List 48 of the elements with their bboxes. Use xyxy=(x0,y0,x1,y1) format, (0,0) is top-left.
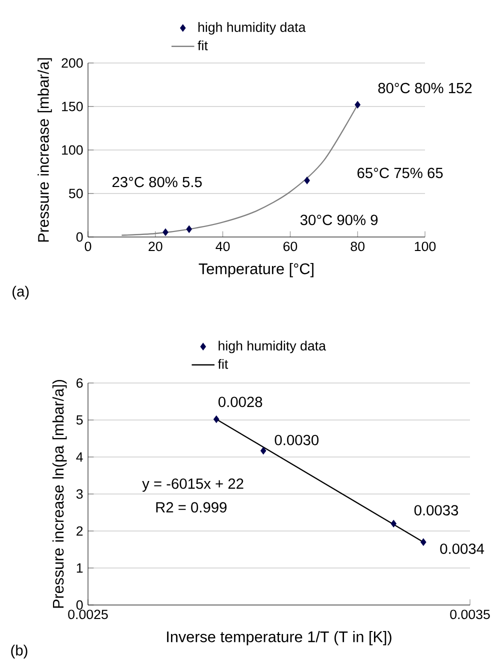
x-tick-label: 0.0035 xyxy=(450,610,490,620)
y-tick-label: 150 xyxy=(62,102,83,112)
x-axis-title: Inverse temperature 1/T (T in [K]) xyxy=(167,630,392,646)
legend-label: high humidity data xyxy=(198,22,306,35)
y-axis-title: Pressure increase [mbar/a] xyxy=(38,58,52,242)
point xyxy=(420,538,426,546)
annotation: 0.0033 xyxy=(414,505,458,516)
x-tick-label: 40 xyxy=(216,242,230,252)
y-tick-label: 3 xyxy=(76,489,83,499)
legend-label: fit xyxy=(198,40,208,50)
annotation: 65°C 75% 65 xyxy=(358,168,443,178)
legend-label: fit xyxy=(218,359,228,369)
y-tick-label: 50 xyxy=(69,188,83,198)
legend-label: high humidity data xyxy=(218,340,326,354)
x-tick-label: 0.0025 xyxy=(68,610,108,620)
annotation: y = -6015x + 22 xyxy=(142,478,244,492)
y-tick-label: 0 xyxy=(76,600,83,610)
annotation: 30°C 90% 9 xyxy=(300,214,378,226)
point xyxy=(162,228,168,236)
annotation: 0.0028 xyxy=(218,396,262,408)
y-tick-label: 1 xyxy=(76,563,83,573)
point xyxy=(390,520,396,528)
text: (b) xyxy=(11,644,28,658)
x-axis-title: Temperature [°C] xyxy=(198,262,314,278)
annotation: 0.0030 xyxy=(274,434,319,446)
annotation: R2 = 0.999 xyxy=(156,502,227,513)
annotation: 80°C 80% 152 xyxy=(378,82,472,94)
point xyxy=(186,225,192,233)
x-tick-label: 100 xyxy=(414,242,436,252)
annotation: 0.0034 xyxy=(440,544,484,554)
point xyxy=(260,446,266,454)
point xyxy=(213,416,220,423)
x-tick-label: 80 xyxy=(350,242,364,252)
annotation: 23°C 80% 5.5 xyxy=(112,176,202,188)
point xyxy=(354,101,360,108)
x-tick-label: 60 xyxy=(283,242,298,252)
y-tick-label: 2 xyxy=(76,526,83,536)
y-tick-label: 200 xyxy=(62,58,83,68)
y-tick-label: 0 xyxy=(76,232,83,242)
point xyxy=(304,176,310,184)
x-tick-label: 0 xyxy=(84,242,92,252)
text: (a) xyxy=(12,286,29,300)
y-tick-label: 100 xyxy=(62,145,83,155)
y-tick-label: 5 xyxy=(76,415,83,425)
x-tick-label: 20 xyxy=(148,242,162,252)
y-tick-label: 6 xyxy=(76,378,83,388)
y-axis-title: Pressure increase ln(pa [mbar/a]) xyxy=(52,380,67,608)
y-tick-label: 4 xyxy=(76,452,83,462)
